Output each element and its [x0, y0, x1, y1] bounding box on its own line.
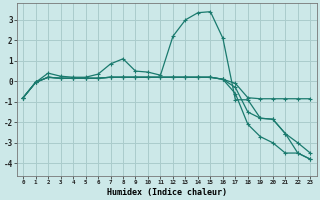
X-axis label: Humidex (Indice chaleur): Humidex (Indice chaleur) — [107, 188, 227, 197]
